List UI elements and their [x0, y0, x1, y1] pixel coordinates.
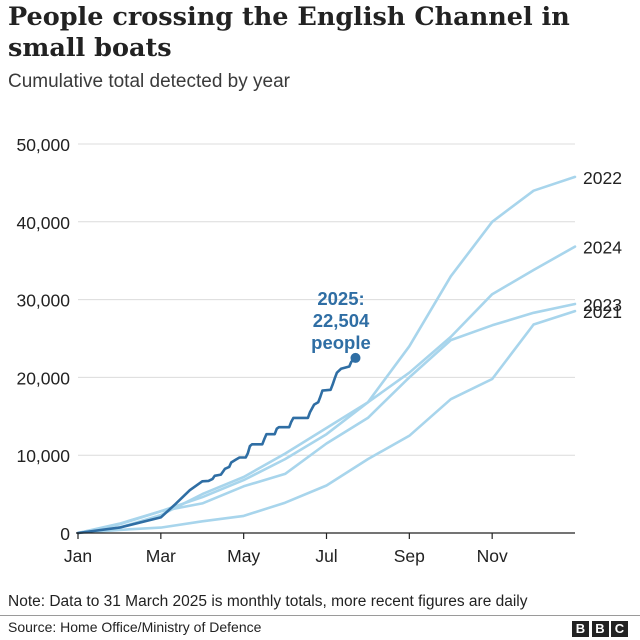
y-tick-label: 30,000 [16, 291, 70, 311]
series-line-2024 [76, 245, 577, 535]
source-text: Source: Home Office/Ministry of Defence [8, 619, 262, 635]
x-tick-label: Jul [315, 546, 337, 566]
x-tick-label: Sep [394, 546, 425, 566]
series-line-2022 [76, 175, 577, 535]
line-chart: 0 10,000 20,000 30,000 40,000 50,000 Jan Mar Ma… [16, 135, 622, 566]
x-axis-ticks: Jan Mar May Jul Sep Nov [64, 533, 508, 566]
series-label-2022: 2022 [583, 168, 622, 188]
x-tick-label: May [227, 546, 260, 566]
x-tick-label: Mar [146, 546, 176, 566]
series-line-2025 [76, 356, 357, 535]
past-year-series [76, 175, 577, 535]
chart-subtitle: Cumulative total detected by year [8, 71, 290, 92]
series-label-2024: 2024 [583, 238, 622, 258]
y-tick-label: 10,000 [16, 446, 70, 466]
y-tick-label: 40,000 [16, 213, 70, 233]
series-line-2021 [76, 309, 577, 535]
annotation-line: 2025: [317, 288, 364, 309]
series-label-2023: 2023 [583, 295, 622, 315]
current-year-series [76, 352, 361, 535]
y-axis-ticks: 0 10,000 20,000 30,000 40,000 50,000 [16, 135, 70, 544]
annotation-line: 22,504 [313, 310, 370, 331]
series-label-2021: 2021 [583, 302, 622, 322]
x-tick-label: Nov [477, 546, 508, 566]
annotation-line: people [311, 332, 371, 353]
chart-title: People crossing the English Channel in s… [8, 2, 570, 63]
footer-divider [0, 615, 640, 616]
y-tick-label: 50,000 [16, 135, 70, 155]
y-tick-label: 20,000 [16, 368, 70, 388]
y-tick-label: 0 [60, 524, 70, 544]
series-endpoint-2025 [350, 352, 361, 363]
logo-letter: B [572, 621, 589, 637]
x-tick-label: Jan [64, 546, 92, 566]
footnote: Note: Data to 31 March 2025 is monthly t… [8, 593, 528, 610]
logo-letter: C [611, 621, 628, 637]
logo-letter: B [591, 621, 609, 637]
series-line-2023 [76, 302, 577, 535]
